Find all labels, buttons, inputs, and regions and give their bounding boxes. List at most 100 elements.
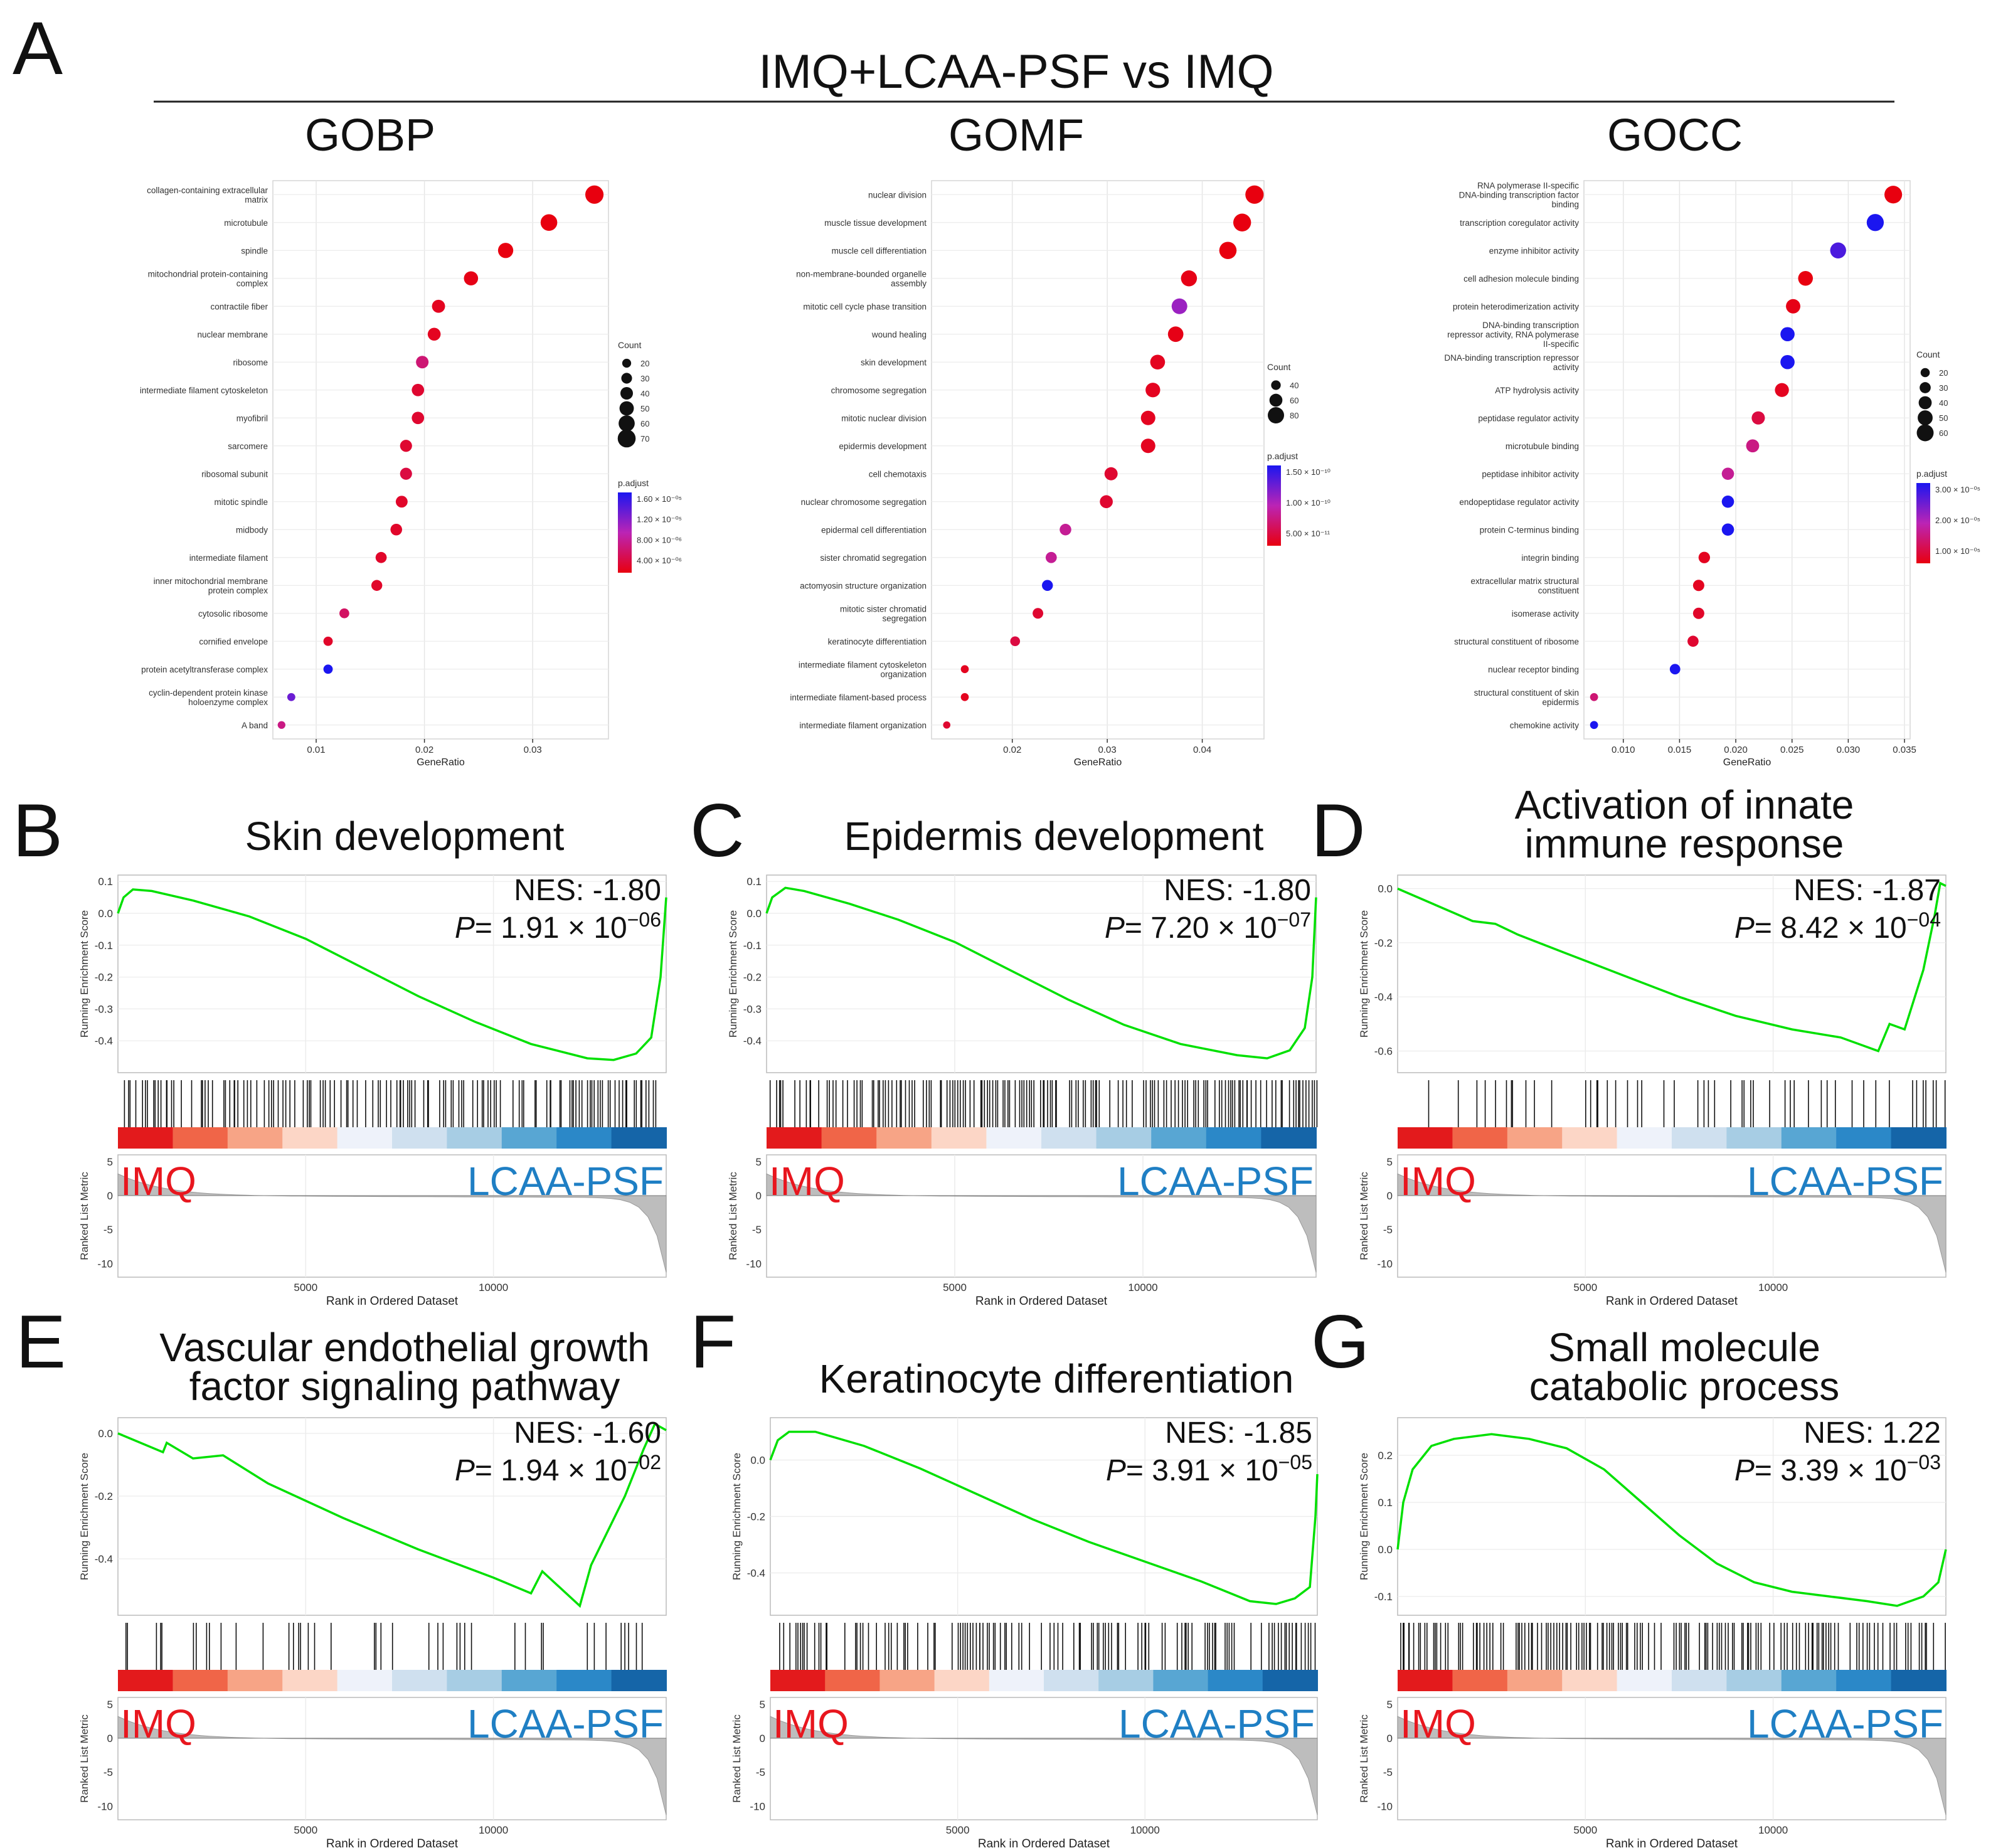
term-label: structural constituent of ribosome <box>1454 637 1579 646</box>
term-dot <box>287 693 295 701</box>
rank-color-segment <box>556 1127 612 1149</box>
rank-color-segment <box>1044 1670 1100 1691</box>
term-label: mitotic nuclear division <box>841 413 927 423</box>
legend-lcaa-psf: LCAA-PSF <box>1117 1159 1314 1204</box>
size-legend-label: 30 <box>640 374 649 383</box>
y-tick-label: -0.2 <box>747 1511 765 1523</box>
dotplot-gomf: 0.02 0.03 0.04 GeneRatio nuclear division mus… <box>790 180 1330 768</box>
term-label: RNA polymerase II-specific <box>1477 181 1579 190</box>
rank-color-segment <box>282 1127 338 1149</box>
y-tick-label: -0.2 <box>95 972 113 984</box>
rank-color-segment <box>282 1670 338 1691</box>
rank-color-segment <box>1096 1127 1152 1149</box>
size-legend-label: 20 <box>640 359 649 368</box>
x-axis-label: GeneRatio <box>1074 757 1122 768</box>
plot-panel <box>931 180 1265 740</box>
term-label: segregation <box>882 613 927 623</box>
term-label: sister chromatid segregation <box>820 553 927 563</box>
term-label: peptidase regulator activity <box>1478 413 1579 423</box>
term-label: cell chemotaxis <box>869 469 927 479</box>
y-tick-label: -0.4 <box>1374 991 1393 1003</box>
term-label: collagen-containing extracellular <box>147 186 268 195</box>
legend-lcaa-psf: LCAA-PSF <box>1747 1701 1943 1746</box>
term-label: midbody <box>236 525 268 534</box>
term-label: ribosomal subunit <box>201 469 268 479</box>
term-dot <box>1145 383 1161 398</box>
nes-label: NES: -1.85 <box>1165 1416 1312 1450</box>
size-legend-dot <box>1269 393 1283 407</box>
term-label: muscle tissue development <box>824 218 927 228</box>
metric-tick-label: 0 <box>756 1190 762 1202</box>
p-value-label: P= 7.20 × 10−07 <box>1105 908 1311 945</box>
x-tick-label: 0.030 <box>1837 745 1861 755</box>
x-tick-label: 0.035 <box>1893 745 1916 755</box>
y-tick-label: -0.4 <box>95 1035 113 1047</box>
rank-color-segment <box>392 1127 448 1149</box>
term-dot <box>943 721 951 729</box>
x-tick-label: 10000 <box>1758 1824 1788 1836</box>
term-dot <box>1830 242 1846 258</box>
size-legend-dot <box>1918 396 1932 410</box>
rank-color-segment <box>1781 1670 1837 1691</box>
y-tick-label: -0.2 <box>1374 937 1393 949</box>
y-tick-label: -0.4 <box>743 1035 762 1047</box>
metric-tick-label: -10 <box>1377 1800 1393 1812</box>
size-legend-dot <box>1916 424 1934 442</box>
x-tick-label: 10000 <box>1130 1824 1160 1836</box>
metric-axis-label: Ranked List Metric <box>1358 1172 1370 1260</box>
gsea-title: Keratinocyte differentiation <box>819 1356 1294 1401</box>
legend-imq: IMQ <box>120 1159 196 1204</box>
term-dot <box>432 299 445 313</box>
rank-color-segment <box>227 1670 284 1691</box>
running-score-curve <box>1397 881 1947 1053</box>
score-panel <box>1397 1417 1947 1616</box>
metric-tick-label: 5 <box>107 1156 113 1168</box>
term-dot <box>339 608 349 619</box>
size-legend-dot <box>617 429 636 448</box>
rank-color-segment <box>1206 1127 1262 1149</box>
x-tick-label: 0.010 <box>1612 745 1635 755</box>
color-legend-bar <box>1916 483 1930 563</box>
term-label: microtubule <box>224 218 268 228</box>
y-tick-label: -0.1 <box>743 940 762 952</box>
rank-color-segment <box>1208 1670 1263 1691</box>
panel-letter-c: C <box>690 789 745 873</box>
term-label: DNA-binding transcription repressor <box>1444 353 1579 363</box>
term-label: A band <box>242 721 268 730</box>
panel-letter-d: D <box>1311 789 1366 873</box>
term-dot <box>416 356 429 369</box>
term-label: mitotic spindle <box>214 497 268 507</box>
term-label: actomyosin structure organization <box>800 581 927 590</box>
metric-tick-label: 5 <box>107 1699 113 1711</box>
color-legend-title: p.adjust <box>618 478 649 488</box>
color-legend-label: 1.60 × 10⁻⁰⁵ <box>637 494 682 504</box>
rank-color-segment <box>227 1127 284 1149</box>
rank-color-segment <box>767 1127 822 1149</box>
term-label: intermediate filament cytoskeleton <box>799 660 927 669</box>
term-label: protein complex <box>208 586 268 595</box>
gsea-title: Small molecule <box>1548 1325 1820 1370</box>
size-legend-dot <box>621 373 632 384</box>
x-tick-label: 0.025 <box>1780 745 1804 755</box>
y-axis-label: Running Enrichment Score <box>731 1453 743 1580</box>
dotplot-gobp: 0.01 0.02 0.03 GeneRatio collagen-containing… <box>140 180 682 768</box>
term-dot <box>1698 551 1711 563</box>
term-dot <box>323 664 333 674</box>
x-tick-label: 0.015 <box>1668 745 1692 755</box>
color-legend-bar <box>1267 465 1281 546</box>
running-score-curve <box>117 1422 667 1608</box>
term-label: wound healing <box>871 330 927 339</box>
term-label: holoenzyme complex <box>188 698 268 707</box>
term-dot <box>1884 186 1903 204</box>
legend-imq: IMQ <box>773 1701 849 1746</box>
rank-color-segment <box>337 1127 393 1149</box>
rank-color-segment <box>1098 1670 1154 1691</box>
rank-color-segment <box>876 1127 932 1149</box>
x-tick-label: 0.03 <box>1098 745 1117 755</box>
term-dot <box>1045 551 1057 563</box>
term-dot <box>1866 214 1884 231</box>
term-dot <box>1167 326 1184 343</box>
term-dot <box>1669 664 1681 675</box>
term-dot <box>1692 607 1704 619</box>
